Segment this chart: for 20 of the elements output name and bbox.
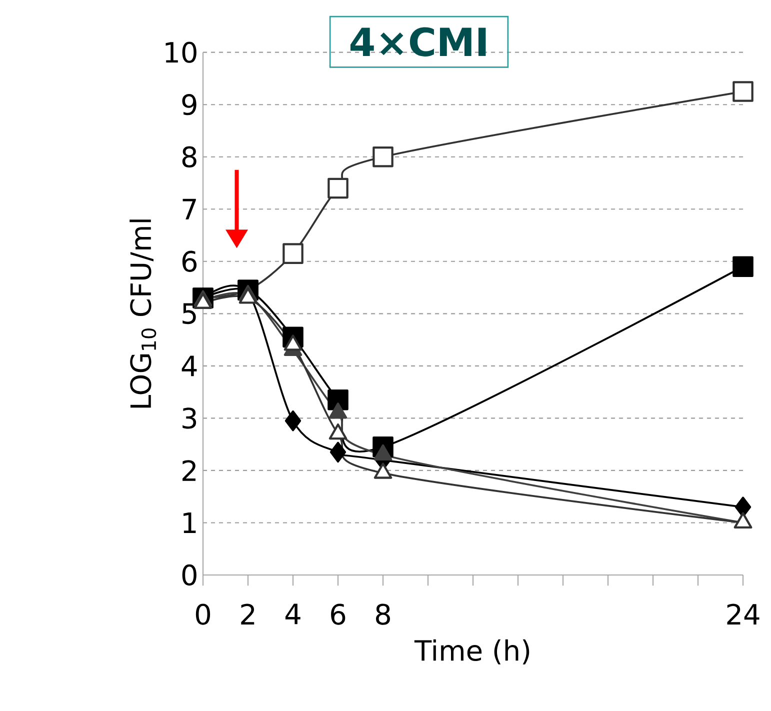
- annotation: 4×CMI: [350, 27, 486, 56]
- x-tick-label: 4: [285, 604, 300, 624]
- y-tick-label: 5: [182, 303, 196, 324]
- x-tick-label: 6: [331, 604, 346, 625]
- x-tick-label: 2: [241, 604, 254, 624]
- x-tick-label: 24: [727, 604, 760, 624]
- x-axis-title: Time (h): [414, 639, 530, 664]
- y-tick-label: 9: [182, 94, 196, 116]
- y-tick-label: 7: [182, 198, 196, 220]
- y-tick-label: 4: [182, 356, 197, 376]
- y-tick-label: 3: [182, 408, 196, 429]
- x-tick-label: 0: [196, 604, 210, 625]
- y-tick-label: 10: [166, 42, 196, 63]
- y-tick-label: 0: [182, 564, 196, 586]
- y-tick-label: 1: [184, 512, 196, 533]
- x-tick-label: 8: [376, 604, 390, 625]
- y-tick-label: 6: [182, 250, 197, 272]
- y-tick-label: 8: [182, 146, 196, 168]
- y-axis-title: LOG$_{10}$ CFU/ml: [130, 220, 156, 408]
- y-tick-label: 2: [182, 460, 196, 481]
